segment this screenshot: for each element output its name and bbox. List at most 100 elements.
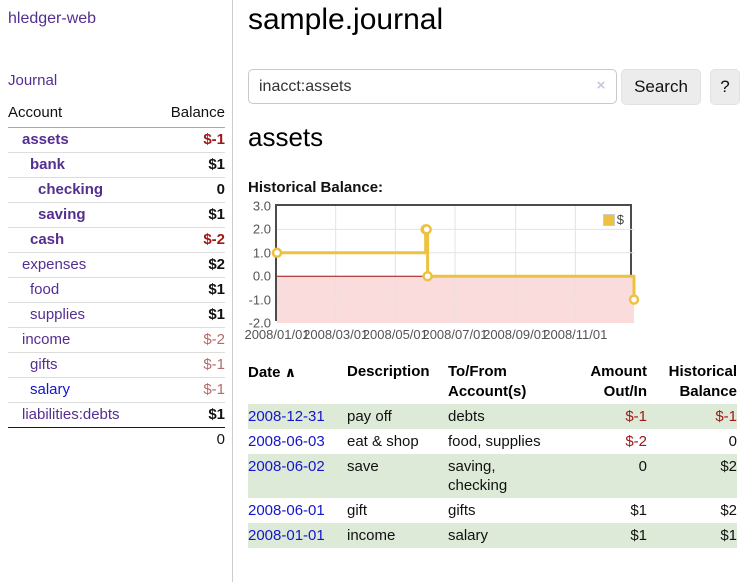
accounts-total-balance: 0: [154, 427, 225, 452]
account-row: bank $1: [8, 152, 225, 178]
sidebar-item-journal[interactable]: Journal: [8, 72, 58, 89]
account-name-cell: salary: [8, 377, 155, 403]
x-axis-tick-label: 2008/03/01: [303, 327, 369, 342]
account-name-cell: expenses: [8, 252, 155, 278]
y-axis-tick-label: 1.0: [252, 245, 271, 261]
clear-search-icon[interactable]: ×: [596, 77, 606, 94]
accounts-table: Account Balance assets $-1 bank $1 checking 0…: [8, 101, 225, 452]
data-point-marker: [422, 270, 433, 282]
transaction-accounts: debts: [448, 404, 566, 429]
transactions-header-row: Date ∧ Description To/From Account(s) Am…: [248, 360, 737, 404]
account-name-cell: checking: [8, 177, 155, 203]
column-header-amount: Amount Out/In: [590, 363, 647, 400]
transactions-table-body: 2008-12-31 pay off debts $-1 $-1 2008-06-03 ea…: [248, 404, 737, 548]
legend-swatch-icon: [602, 213, 615, 226]
transaction-description: save: [347, 454, 448, 498]
transaction-amount: $-1: [566, 404, 647, 429]
sidebar-account-link[interactable]: salary: [30, 381, 71, 398]
y-axis-tick-label: -2.0: [248, 315, 271, 331]
sidebar-account-link[interactable]: saving: [38, 206, 86, 223]
accounts-header-balance: Balance: [154, 101, 225, 128]
accounts-table-body: assets $-1 bank $1 checking 0 saving $1 cash $-2 e…: [8, 127, 225, 428]
account-row: food $1: [8, 277, 225, 303]
account-balance: $1: [154, 202, 225, 228]
sidebar-account-link[interactable]: expenses: [22, 256, 87, 273]
account-name-cell: bank: [8, 152, 155, 178]
transactions-table: Date ∧ Description To/From Account(s) Am…: [248, 360, 737, 548]
column-header-accounts: To/From Account(s): [448, 363, 527, 400]
chart-legend: $: [600, 211, 626, 228]
account-row: gifts $-1: [8, 352, 225, 378]
transaction-date-link[interactable]: 2008-12-31: [248, 408, 325, 425]
column-header-date[interactable]: Date ∧: [248, 364, 297, 381]
account-row: cash $-2: [8, 227, 225, 253]
transaction-accounts: food, supplies: [448, 433, 541, 450]
data-point-marker: [628, 294, 640, 305]
sidebar-account-link[interactable]: bank: [30, 156, 66, 173]
sidebar-account-link[interactable]: income: [22, 331, 71, 348]
transaction-row: 2008-06-01 gift gifts $1 $2: [248, 498, 737, 523]
account-name-cell: assets: [8, 127, 155, 153]
sidebar: hledger-web Journal Account Balance asse…: [0, 0, 233, 582]
account-name-cell: cash: [8, 227, 155, 253]
account-balance: $-1: [154, 377, 225, 403]
transaction-date-link: 2008-06-02: [248, 454, 347, 498]
app-brand-link[interactable]: hledger-web: [8, 10, 97, 27]
sidebar-account-link[interactable]: food: [30, 281, 60, 298]
sidebar-account-link[interactable]: gifts: [30, 356, 58, 373]
transaction-balance: $-1: [647, 404, 737, 429]
search-button[interactable]: Search: [621, 69, 701, 105]
x-axis-tick-label: 2008/11/01: [543, 327, 608, 342]
account-name-cell: saving: [8, 202, 155, 228]
accounts-total-row: 0: [8, 427, 225, 452]
transaction-amount: 0: [566, 454, 647, 498]
account-balance: $1: [154, 302, 225, 328]
column-header-description: Description: [347, 363, 430, 380]
transaction-date-link: 2008-12-31: [248, 404, 347, 429]
chart-plot-area: $: [271, 204, 640, 323]
transaction-row: 2008-06-02 save saving, checking 0 $2: [248, 454, 737, 498]
chart-title: Historical Balance:: [248, 179, 384, 196]
sidebar-account-link[interactable]: supplies: [30, 306, 86, 323]
x-axis-tick-label: 2008/09/01: [483, 327, 549, 342]
account-row: salary $-1: [8, 377, 225, 403]
transaction-date-link[interactable]: 2008-06-02: [248, 458, 325, 475]
transaction-date-link: 2008-06-03: [248, 429, 347, 454]
account-row: supplies $1: [8, 302, 225, 328]
transaction-description: income: [347, 523, 448, 548]
transaction-date-link[interactable]: 2008-06-01: [248, 502, 325, 519]
transaction-balance: $2: [720, 502, 737, 519]
transaction-balance: 0: [728, 433, 737, 450]
account-row: liabilities:debts $1: [8, 402, 225, 428]
account-balance: $-1: [154, 127, 225, 153]
sidebar-account-link[interactable]: assets: [22, 131, 69, 148]
transaction-balance: $2: [647, 454, 737, 498]
account-balance: $1: [154, 277, 225, 303]
data-point-marker: [271, 247, 283, 259]
search-input[interactable]: [248, 69, 617, 104]
transaction-amount: $-2: [625, 433, 647, 450]
x-axis-tick-label: 2008/01/01: [244, 327, 310, 342]
transaction-date-link[interactable]: 2008-06-03: [248, 433, 325, 450]
transaction-date-link[interactable]: 2008-01-01: [248, 527, 325, 544]
sidebar-account-link[interactable]: liabilities:debts: [22, 406, 120, 423]
account-row: expenses $2: [8, 252, 225, 278]
transaction-date-link: 2008-06-01: [248, 498, 347, 523]
help-button[interactable]: ?: [710, 69, 740, 105]
account-balance: $1: [154, 152, 225, 178]
transaction-row: 2008-06-03 eat & shop food, supplies $-2 0: [248, 429, 737, 454]
account-balance: $-1: [154, 352, 225, 378]
column-header-balance: Historical Balance: [668, 363, 737, 400]
page-title: sample.journal: [248, 3, 444, 36]
account-row: saving $1: [8, 202, 225, 228]
search-form: × Search ?: [248, 69, 742, 106]
account-balance: $-2: [154, 227, 225, 253]
data-point-marker: [421, 224, 432, 235]
transaction-row: 2008-01-01 income salary $1 $1: [248, 523, 737, 548]
chart-canvas: [271, 206, 640, 323]
sidebar-account-link[interactable]: cash: [30, 231, 65, 248]
y-axis-tick-label: 3.0: [252, 198, 271, 214]
account-row: assets $-1: [8, 127, 225, 153]
transaction-date-link: 2008-01-01: [248, 523, 347, 548]
sidebar-account-link[interactable]: checking: [38, 181, 104, 198]
